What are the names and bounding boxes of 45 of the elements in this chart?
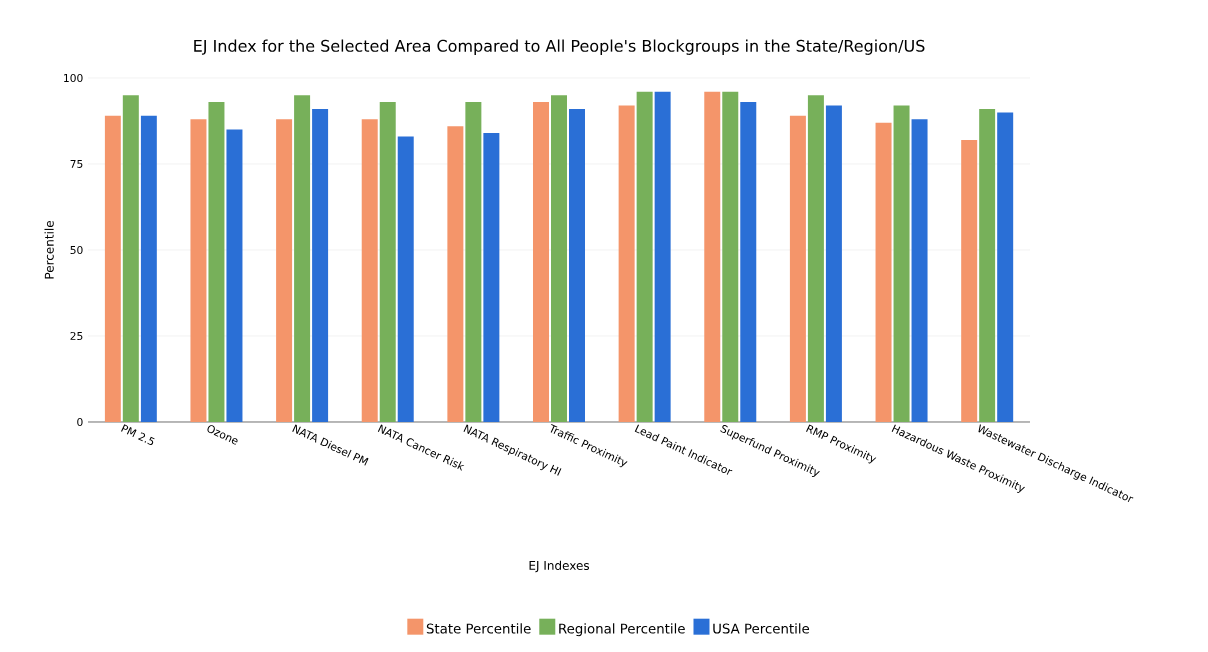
bar [979,108,996,422]
bar [636,91,653,422]
legend-label: Regional Percentile [559,623,685,637]
bar [893,105,910,422]
y-tick-label: 75 [70,160,83,168]
chart-title: EJ Index for the Selected Area Compared to All People's Blockgroups in the State/Region/US [194,39,925,55]
bar [208,102,225,422]
bar [276,119,293,422]
bar [361,119,378,422]
bar [190,119,207,422]
y-tick-label: 25 [70,331,83,341]
bar [807,95,824,422]
bar [226,129,243,422]
bar [379,102,396,422]
bar [294,95,311,422]
bar [911,119,928,422]
x-axis-title: EJ Indexes [529,560,590,573]
bar [740,102,757,422]
bar [104,115,121,422]
legend-label: State Percentile [426,623,531,634]
bar [140,115,157,422]
y-axis-title: Percentile [44,221,54,279]
bar [875,122,892,422]
bar [618,105,635,422]
legend-label: USA Percentile [713,623,810,634]
bar [961,139,978,422]
y-tick-label: 0 [77,417,83,427]
y-tick-label: 50 [70,245,83,255]
bar [465,102,482,422]
bar [569,108,585,422]
x-tick-label: PM 2.5 [121,424,155,445]
bar [312,108,329,422]
y-tick-label: 100 [64,73,83,83]
bar [483,133,500,422]
bar [397,136,414,422]
bar [722,91,739,422]
bar [122,95,139,422]
bar [447,126,464,422]
bar [654,91,671,422]
bar [551,95,567,422]
bar [704,91,721,422]
bar [789,115,806,422]
bar [825,105,842,422]
bar [997,112,1014,422]
bar [533,102,549,422]
